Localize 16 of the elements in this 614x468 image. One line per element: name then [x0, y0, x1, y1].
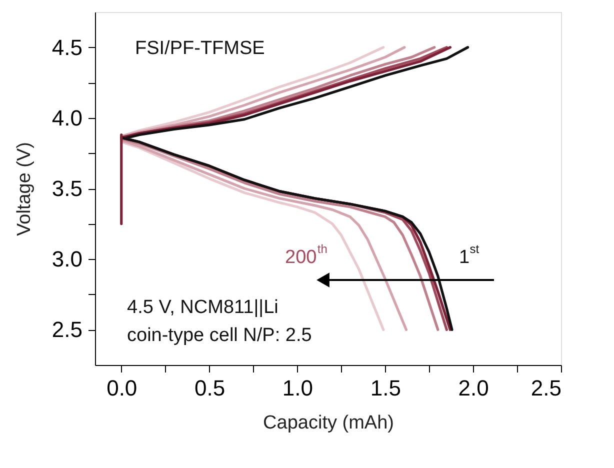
x-tick-label: 1.5 [370, 376, 401, 400]
x-tick-label: 2.5 [530, 376, 562, 400]
annotation: coin-type cell N/P: 2.5 [127, 325, 312, 346]
y-tick-label: 3.5 [52, 176, 82, 201]
x-axis-title: Capacity (mAh) [263, 412, 394, 434]
annotation: 4.5 V, NCM811||Li [127, 297, 278, 318]
y-tick-label: 4.5 [52, 34, 82, 60]
y-axis-title: Voltage (V) [14, 142, 35, 236]
y-tick-label: 4.0 [52, 105, 82, 130]
x-tick-label: 0.5 [194, 376, 226, 400]
x-tick-label: 0.0 [106, 376, 138, 400]
y-tick-label: 2.5 [52, 317, 82, 342]
y-tick-label: 3.0 [52, 246, 82, 272]
x-tick-label: 1.0 [282, 376, 314, 400]
annotation: FSI/PF-TFMSE [135, 38, 265, 59]
x-tick-label: 2.0 [458, 376, 489, 400]
